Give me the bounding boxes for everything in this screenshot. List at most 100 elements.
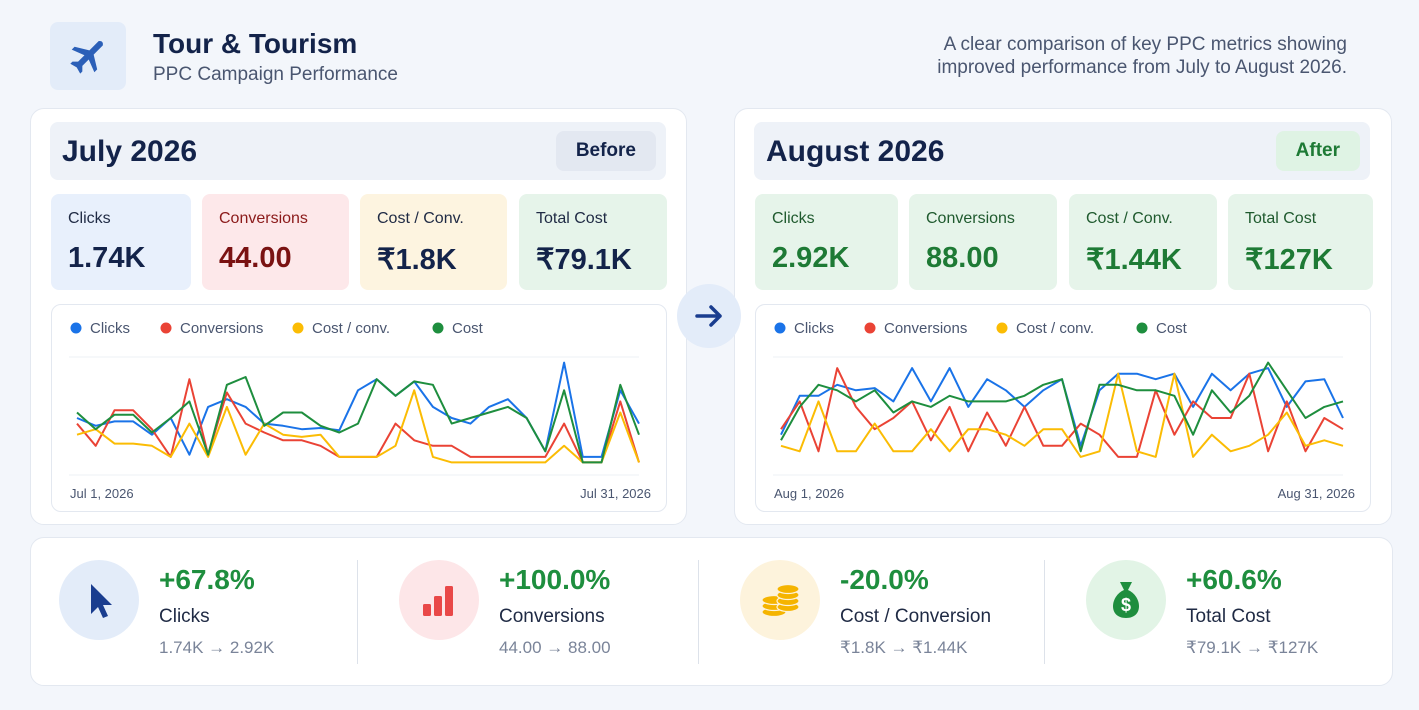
kpi-card: Clicks 1.74K bbox=[51, 194, 191, 290]
kpi-label: Total Cost bbox=[1245, 210, 1317, 227]
series-line bbox=[780, 372, 1344, 458]
legend-label: Clicks bbox=[90, 320, 130, 337]
icon bbox=[423, 586, 453, 616]
description-line: improved performance from July to August… bbox=[937, 57, 1347, 78]
icon: $ bbox=[1113, 582, 1139, 618]
kpi-value: 1.74K bbox=[68, 242, 146, 274]
kpi-card: Total Cost ₹127K bbox=[1228, 194, 1373, 290]
legend-dot bbox=[864, 322, 876, 334]
summary-change: +100.0% bbox=[499, 564, 611, 595]
panel: July 2026 Before Clicks 1.74K Conversions 44.… bbox=[30, 108, 687, 525]
kpi-label: Cost / Conv. bbox=[1086, 210, 1173, 227]
kpi-value: 88.00 bbox=[926, 242, 999, 274]
period-title: July 2026 bbox=[62, 135, 198, 168]
summary-detail: ₹79.1K → ₹127K bbox=[1186, 638, 1319, 657]
legend-label: Conversions bbox=[884, 320, 967, 337]
icon bbox=[761, 583, 800, 618]
kpi-label: Total Cost bbox=[536, 210, 608, 227]
legend-dot bbox=[774, 322, 786, 334]
description-line: A clear comparison of key PPC metrics sh… bbox=[943, 34, 1347, 55]
period-badge: After bbox=[1275, 131, 1360, 171]
chart-box: Clicks Conversions Cost / conv. Cost Jul 1, … bbox=[51, 304, 667, 512]
summary-separator bbox=[698, 560, 699, 664]
summary-label: Clicks bbox=[159, 606, 210, 627]
icon bbox=[91, 584, 112, 618]
title: Tour & Tourism bbox=[153, 28, 358, 59]
summary-item: +67.8% Clicks 1.74K → 2.92K bbox=[31, 538, 377, 685]
kpi-card: Total Cost ₹79.1K bbox=[519, 194, 667, 290]
summary-label: Cost / Conversion bbox=[840, 606, 992, 627]
legend-label: Cost / conv. bbox=[312, 320, 390, 337]
summary-bar: +67.8% Clicks 1.74K → 2.92K +100.0% Conversi… bbox=[30, 537, 1393, 686]
kpi-value: ₹127K bbox=[1245, 244, 1333, 276]
series-line bbox=[76, 389, 640, 464]
subtitle: PPC Campaign Performance bbox=[153, 64, 398, 85]
kpi-label: Clicks bbox=[68, 210, 111, 227]
series-line bbox=[780, 367, 1344, 458]
kpi-value: ₹79.1K bbox=[536, 244, 632, 276]
period-badge: Before bbox=[555, 131, 656, 171]
kpi-value: 2.92K bbox=[772, 242, 850, 274]
summary-detail: 1.74K → 2.92K bbox=[159, 638, 275, 657]
panel-header: August 2026 After bbox=[754, 122, 1370, 180]
kpi-value: 44.00 bbox=[219, 242, 292, 274]
kpi-card: Conversions 44.00 bbox=[202, 194, 349, 290]
summary-change: +67.8% bbox=[159, 564, 255, 595]
legend-dot bbox=[292, 322, 304, 334]
logo-box bbox=[50, 22, 126, 90]
series-line bbox=[76, 376, 640, 464]
summary-detail: 44.00 → 88.00 bbox=[499, 638, 611, 657]
summary-item: $ +60.6% Total Cost ₹79.1K → ₹127K bbox=[1058, 538, 1404, 685]
legend-label: Cost bbox=[1156, 320, 1188, 337]
kpi-card: Conversions 88.00 bbox=[909, 194, 1057, 290]
legend-dot bbox=[1136, 322, 1148, 334]
summary-icon bbox=[59, 560, 139, 640]
plane-icon bbox=[70, 41, 103, 74]
legend-label: Clicks bbox=[794, 320, 834, 337]
summary-icon bbox=[399, 560, 479, 640]
legend-dot bbox=[432, 322, 444, 334]
kpi-label: Conversions bbox=[219, 210, 308, 227]
chart-box: Clicks Conversions Cost / conv. Cost Aug 1, … bbox=[755, 304, 1371, 512]
summary-detail: ₹1.8K → ₹1.44K bbox=[840, 638, 968, 657]
line-chart: Clicks Conversions Cost / conv. Cost Jul 1, … bbox=[69, 320, 651, 501]
kpi-card: Cost / Conv. ₹1.44K bbox=[1069, 194, 1217, 290]
line-chart: Clicks Conversions Cost / conv. Cost Aug 1, … bbox=[773, 320, 1355, 501]
summary-separator bbox=[357, 560, 358, 664]
summary-separator bbox=[1044, 560, 1045, 664]
arrow-circle bbox=[677, 284, 741, 348]
period-title: August 2026 bbox=[766, 135, 945, 168]
svg-text:$: $ bbox=[1121, 595, 1131, 615]
kpi-label: Conversions bbox=[926, 210, 1015, 227]
kpi-label: Cost / Conv. bbox=[377, 210, 464, 227]
x-tick-label: Jul 1, 2026 bbox=[70, 486, 134, 501]
x-tick-label: Jul 31, 2026 bbox=[580, 486, 651, 501]
kpi-card: Clicks 2.92K bbox=[755, 194, 898, 290]
x-tick-label: Aug 1, 2026 bbox=[774, 486, 844, 501]
kpi-label: Clicks bbox=[772, 210, 815, 227]
legend-dot bbox=[996, 322, 1008, 334]
panel-header: July 2026 Before bbox=[50, 122, 666, 180]
legend-dot bbox=[160, 322, 172, 334]
summary-label: Total Cost bbox=[1186, 606, 1271, 627]
kpi-value: ₹1.44K bbox=[1086, 244, 1182, 276]
panel: August 2026 After Clicks 2.92K Conversions 88… bbox=[734, 108, 1392, 525]
summary-change: -20.0% bbox=[840, 564, 929, 595]
summary-icon: $ bbox=[1086, 560, 1166, 640]
legend-label: Conversions bbox=[180, 320, 263, 337]
summary-icon bbox=[740, 560, 820, 640]
series-line bbox=[780, 361, 1344, 453]
summary-label: Conversions bbox=[499, 606, 605, 627]
legend-label: Cost / conv. bbox=[1016, 320, 1094, 337]
legend-dot bbox=[70, 322, 82, 334]
legend-label: Cost bbox=[452, 320, 484, 337]
kpi-card: Cost / Conv. ₹1.8K bbox=[360, 194, 507, 290]
summary-item: -20.0% Cost / Conversion ₹1.8K → ₹1.44K bbox=[712, 538, 1058, 685]
description: A clear comparison of key PPC metrics sh… bbox=[937, 33, 1347, 79]
summary-change: +60.6% bbox=[1186, 564, 1282, 595]
x-tick-label: Aug 31, 2026 bbox=[1278, 486, 1355, 501]
arrow-icon bbox=[695, 305, 722, 327]
kpi-value: ₹1.8K bbox=[377, 244, 457, 276]
summary-item: +100.0% Conversions 44.00 → 88.00 bbox=[371, 538, 717, 685]
